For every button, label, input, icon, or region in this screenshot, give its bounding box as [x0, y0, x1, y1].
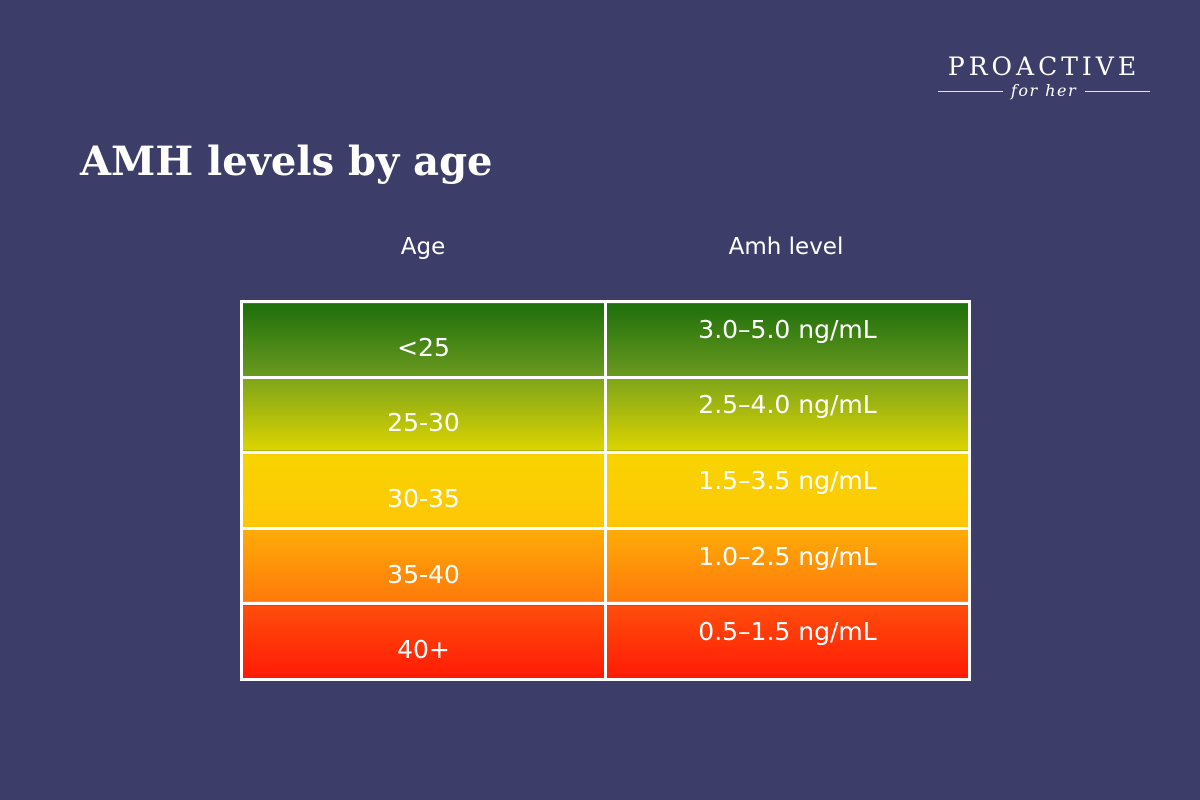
amh-level-cell: 0.5–1.5 ng/mL [604, 602, 971, 681]
table-row: <25 3.0–5.0 ng/mL [240, 300, 971, 379]
amh-level-cell: 2.5–4.0 ng/mL [604, 375, 971, 455]
table-row: 30-35 1.5–3.5 ng/mL [240, 451, 971, 530]
amh-level-cell: 1.0–2.5 ng/mL [604, 526, 971, 606]
table-row: 40+ 0.5–1.5 ng/mL [240, 602, 971, 681]
amh-level-cell: 3.0–5.0 ng/mL [604, 300, 971, 379]
age-cell: 30-35 [240, 451, 607, 530]
age-cell: <25 [240, 300, 607, 379]
table-row: 35-40 1.0–2.5 ng/mL [240, 526, 971, 606]
brand-logo: PROACTIVE for her [938, 52, 1150, 100]
column-header-age: Age [400, 234, 446, 260]
column-header-amh-level: Amh level [728, 234, 844, 260]
age-cell: 25-30 [240, 375, 607, 455]
logo-divider-right [1085, 90, 1150, 92]
page-title: AMH levels by age [80, 138, 493, 185]
logo-divider-left [938, 90, 1003, 92]
age-cell: 40+ [240, 602, 607, 681]
brand-tagline-row: for her [938, 82, 1150, 100]
age-cell: 35-40 [240, 526, 607, 606]
brand-name: PROACTIVE [947, 52, 1141, 81]
table-row: 25-30 2.5–4.0 ng/mL [240, 375, 971, 455]
amh-level-cell: 1.5–3.5 ng/mL [604, 451, 971, 530]
brand-tagline: for her [1010, 81, 1078, 100]
amh-levels-table: <25 3.0–5.0 ng/mL 25-30 2.5–4.0 ng/mL 30… [240, 300, 971, 681]
